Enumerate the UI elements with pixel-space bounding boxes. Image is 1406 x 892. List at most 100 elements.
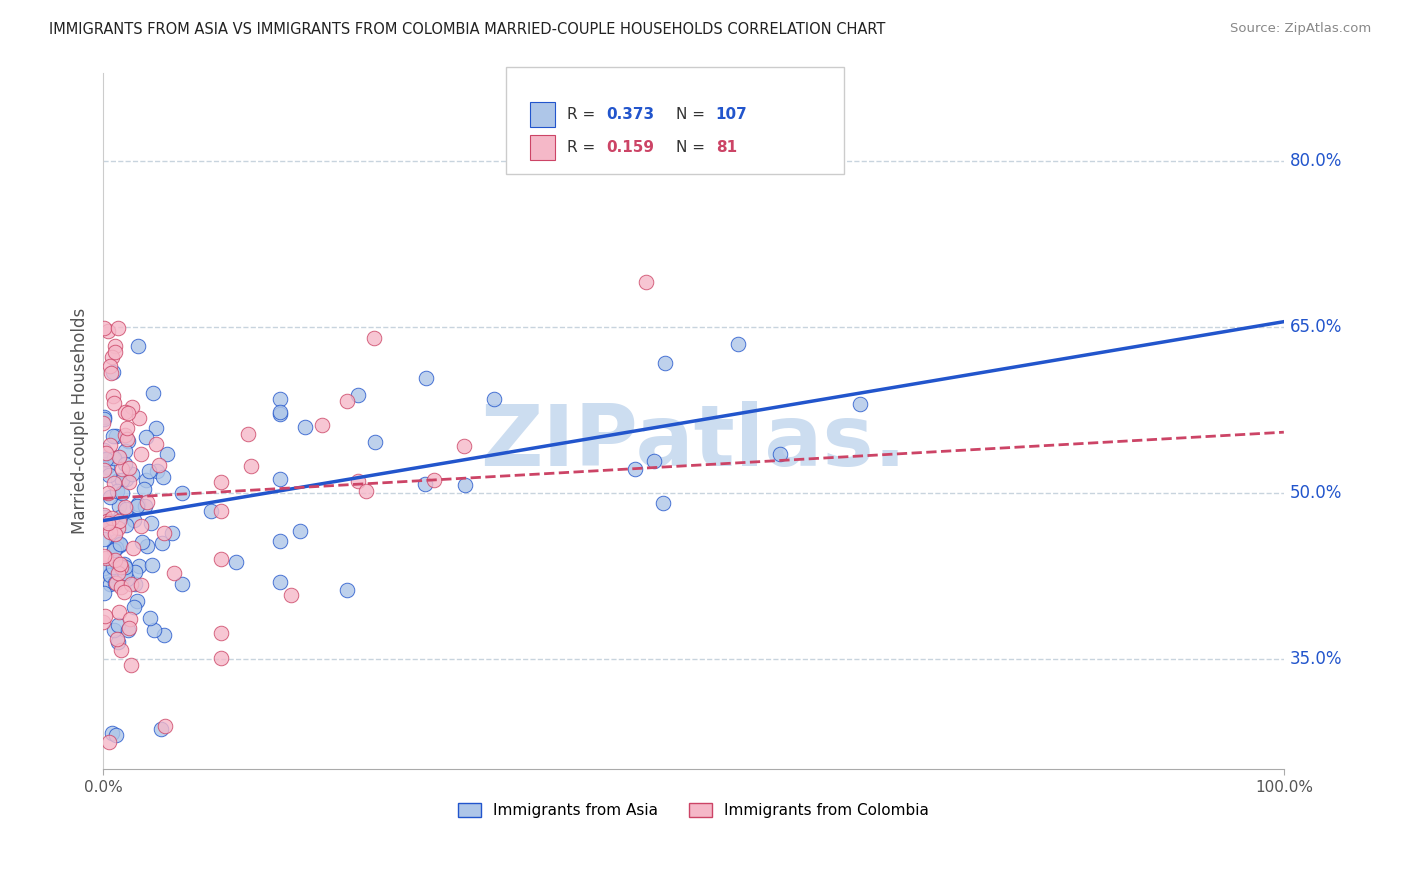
Point [172, 576, 194, 591]
Point [115, 518, 138, 533]
Point [103, 542, 125, 557]
Point [96, 514, 118, 528]
Point [93, 561, 115, 575]
Point [104, 575, 127, 590]
Point [124, 576, 146, 591]
Point [100, 438, 122, 452]
Point [143, 624, 166, 638]
Point [145, 421, 167, 435]
Point [100, 366, 122, 380]
Point [269, 405, 291, 419]
Point [363, 330, 385, 344]
Text: N =: N = [676, 107, 710, 122]
Text: IMMIGRANTS FROM ASIA VS IMMIGRANTS FROM COLOMBIA MARRIED-COUPLE HOUSEHOLDS CORRE: IMMIGRANTS FROM ASIA VS IMMIGRANTS FROM … [49, 22, 886, 37]
Point [634, 275, 657, 289]
Point [121, 541, 143, 555]
Point [91, 615, 114, 629]
Point [93, 452, 115, 467]
Point [117, 623, 139, 637]
Point [150, 536, 173, 550]
Point [93, 532, 115, 546]
Point [134, 499, 156, 513]
Point [294, 420, 316, 434]
Point [118, 460, 141, 475]
Point [311, 418, 333, 433]
Point [141, 558, 163, 573]
Point [125, 499, 148, 513]
Text: 0.373: 0.373 [606, 107, 654, 122]
Point [139, 516, 162, 530]
Point [108, 538, 131, 552]
Point [93, 549, 115, 563]
Point [93, 412, 115, 426]
Point [107, 473, 129, 487]
Point [209, 626, 232, 640]
Point [288, 524, 311, 539]
Point [643, 454, 665, 468]
Point [93, 320, 115, 334]
Point [423, 473, 446, 487]
Point [363, 435, 385, 450]
Text: 0.159: 0.159 [606, 140, 654, 155]
Point [142, 385, 165, 400]
Text: ZIPatlas.: ZIPatlas. [481, 401, 907, 483]
Point [453, 439, 475, 453]
Point [654, 355, 676, 369]
Point [117, 421, 139, 435]
Point [128, 559, 150, 574]
Point [163, 566, 186, 581]
Point [160, 526, 183, 541]
Point [108, 510, 131, 524]
Point [111, 462, 134, 476]
Point [104, 541, 127, 555]
Point [209, 475, 232, 489]
Point [454, 477, 477, 491]
Point [135, 473, 157, 487]
Point [91, 417, 114, 431]
Point [93, 586, 115, 600]
Point [112, 557, 135, 571]
Point [269, 472, 291, 486]
Point [103, 365, 125, 379]
Point [125, 594, 148, 608]
Point [114, 500, 136, 514]
Point [114, 427, 136, 442]
Point [129, 447, 152, 461]
Point [138, 610, 160, 624]
Point [484, 392, 506, 406]
Y-axis label: Married-couple Households: Married-couple Households [72, 308, 89, 534]
Text: 81: 81 [716, 140, 737, 155]
Point [107, 618, 129, 632]
Point [138, 464, 160, 478]
Point [114, 405, 136, 419]
Point [98, 576, 121, 591]
Point [269, 407, 291, 421]
Point [93, 463, 115, 477]
Point [110, 580, 132, 594]
Point [127, 339, 149, 353]
Point [727, 336, 749, 351]
Point [136, 495, 159, 509]
Point [146, 464, 169, 478]
Point [104, 728, 127, 742]
Point [94, 452, 117, 467]
Point [115, 572, 138, 586]
Point [110, 643, 132, 657]
Point [107, 635, 129, 649]
Point [108, 450, 131, 465]
Point [96, 551, 118, 566]
Text: 50.0%: 50.0% [1289, 484, 1343, 502]
Text: R =: R = [567, 107, 600, 122]
Point [236, 426, 259, 441]
Point [104, 576, 127, 591]
Point [96, 514, 118, 528]
Point [107, 484, 129, 499]
Point [150, 723, 173, 737]
Point [101, 389, 124, 403]
Point [115, 472, 138, 486]
Point [105, 632, 128, 646]
Point [415, 371, 437, 385]
Text: 80.0%: 80.0% [1289, 153, 1343, 170]
Point [122, 599, 145, 614]
Point [120, 577, 142, 591]
